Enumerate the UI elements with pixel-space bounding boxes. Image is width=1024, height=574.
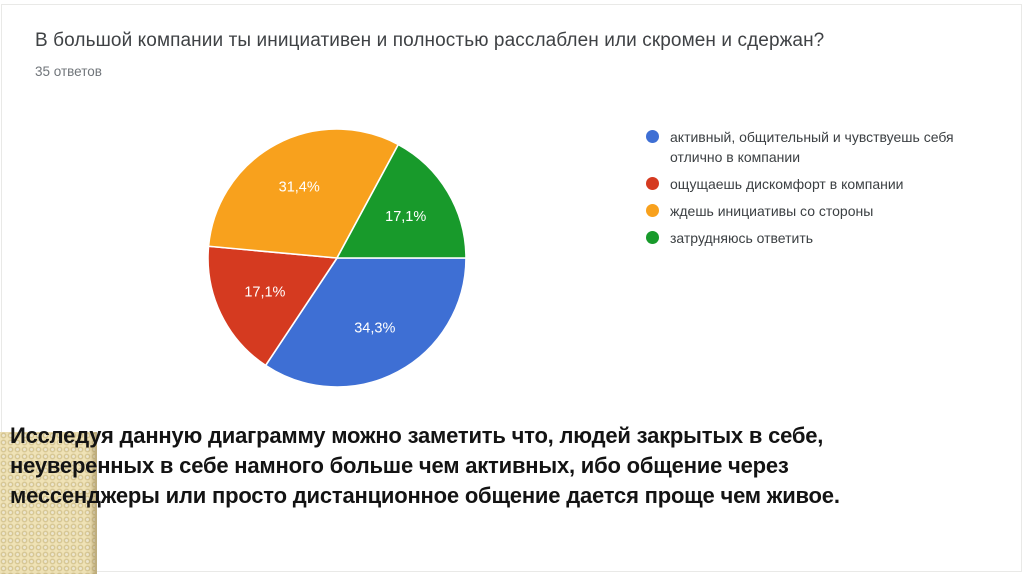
legend-item: затрудняюсь ответить [646,228,986,248]
legend-item: активный, общительный и чувствуешь себя … [646,127,986,167]
responses-count: 35 ответов [35,64,102,79]
legend-swatch-icon [646,204,659,217]
pie-slice-label: 34,3% [354,320,395,336]
legend-item-label: затрудняюсь ответить [670,230,814,246]
pie-slice-label: 31,4% [279,179,320,195]
analysis-line: неуверенных в себе намного больше чем ак… [10,453,789,478]
legend-item: ждешь инициативы со стороны [646,201,986,221]
pie-slice-label: 17,1% [385,209,426,225]
legend-swatch-icon [646,177,659,190]
legend-item-label: ждешь инициативы со стороны [670,203,874,219]
pie-slice-label: 17,1% [244,284,285,300]
pie-chart: 34,3% 17,1% 31,4% 17,1% [207,128,467,388]
analysis-line: мессенджеры или просто дистанционное общ… [10,483,840,508]
legend-item-label: активный, общительный и чувствуешь себя … [670,129,954,165]
pie-slice [207,128,400,259]
legend-item: ощущаешь дискомфорт в компании [646,174,986,194]
decorative-strip [0,432,97,574]
pie-slice [336,143,467,259]
legend-swatch-icon [646,231,659,244]
legend-swatch-icon [646,130,659,143]
question-title: В большой компании ты инициативен и полн… [35,30,825,51]
analysis-text: Исследуя данную диаграмму можно заметить… [10,421,1000,511]
analysis-line: Исследуя данную диаграмму можно заметить… [10,423,824,448]
legend-item-label: ощущаешь дискомфорт в компании [670,176,904,192]
pie-slice [207,245,338,367]
chart-legend: активный, общительный и чувствуешь себя … [646,127,986,255]
